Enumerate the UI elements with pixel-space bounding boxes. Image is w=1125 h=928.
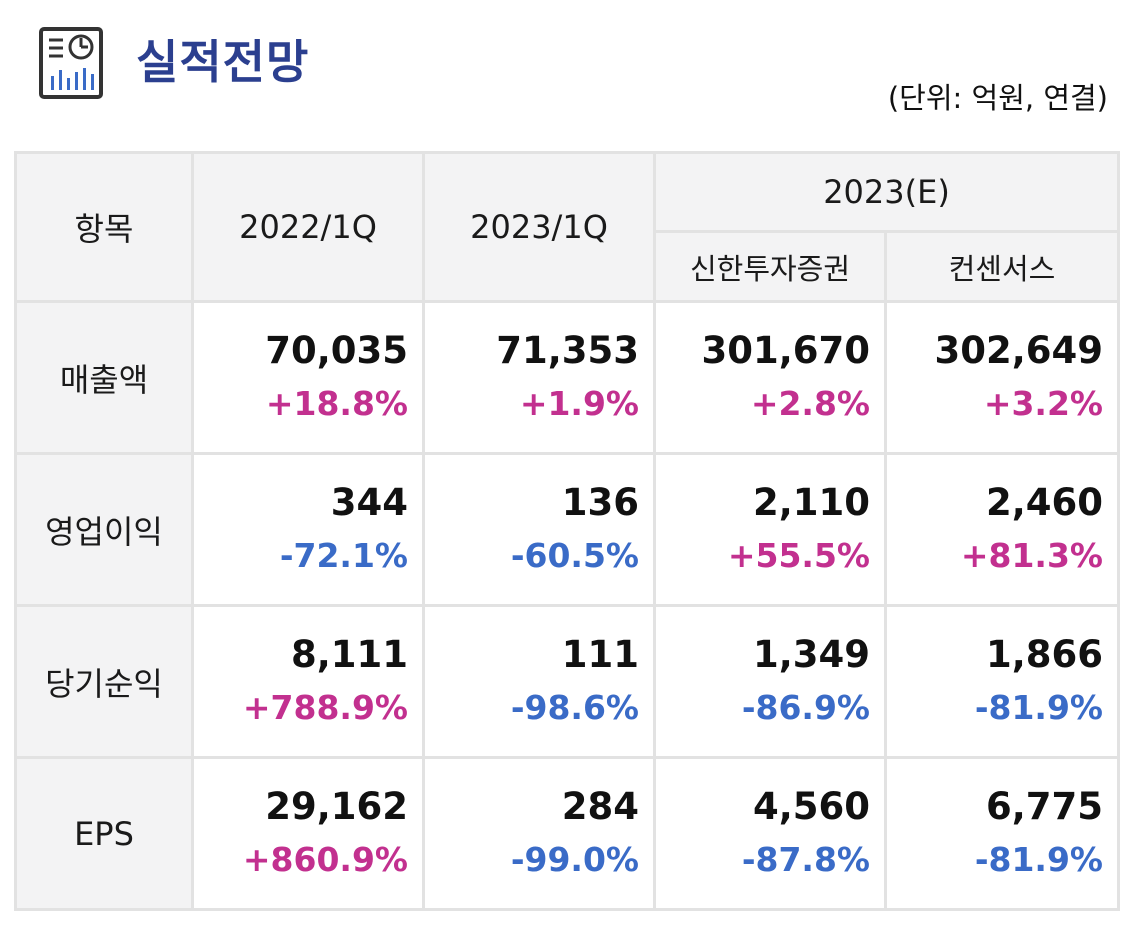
section-header: 실적전망 (단위: 억원, 연결) bbox=[38, 26, 1108, 126]
row-label: EPS bbox=[14, 756, 194, 911]
value-cell: 302,649 +3.2% bbox=[884, 300, 1120, 455]
value: 136 bbox=[561, 481, 639, 524]
value-cell: 2,110 +55.5% bbox=[653, 452, 887, 607]
header-shinhan: 신한투자증권 bbox=[653, 230, 887, 303]
change: -87.8% bbox=[741, 840, 870, 879]
change: +788.9% bbox=[242, 688, 408, 727]
value-cell: 136 -60.5% bbox=[422, 452, 656, 607]
header-consensus: 컨센서스 bbox=[884, 230, 1120, 303]
value: 1,866 bbox=[985, 633, 1103, 676]
change: +18.8% bbox=[265, 384, 408, 423]
report-chart-icon bbox=[38, 26, 106, 102]
earnings-forecast-table: 항목 2022/1Q 2023/1Q 2023(E) 신한투자증권 컨센서스 매… bbox=[14, 151, 1120, 911]
value: 2,460 bbox=[985, 481, 1103, 524]
header-2023-1q: 2023/1Q bbox=[422, 151, 656, 303]
change: +2.8% bbox=[750, 384, 870, 423]
table-row: 영업이익 344 -72.1% 136 -60.5% 2,110 +55.5% 2,4… bbox=[14, 452, 1120, 607]
value: 284 bbox=[561, 785, 639, 828]
value-cell: 344 -72.1% bbox=[191, 452, 425, 607]
row-label: 영업이익 bbox=[14, 452, 194, 607]
change: +1.9% bbox=[519, 384, 639, 423]
page-title: 실적전망 bbox=[136, 35, 310, 89]
value: 111 bbox=[561, 633, 639, 676]
header-item: 항목 bbox=[14, 151, 194, 303]
table-row: 당기순익 8,111 +788.9% 111 -98.6% 1,349 -86.9% … bbox=[14, 604, 1120, 759]
value: 344 bbox=[330, 481, 408, 524]
change: +860.9% bbox=[242, 840, 408, 879]
value: 1,349 bbox=[752, 633, 870, 676]
row-label: 당기순익 bbox=[14, 604, 194, 759]
value: 70,035 bbox=[265, 329, 408, 372]
change: -86.9% bbox=[741, 688, 870, 727]
change: -98.6% bbox=[510, 688, 639, 727]
value: 2,110 bbox=[752, 481, 870, 524]
value-cell: 301,670 +2.8% bbox=[653, 300, 887, 455]
unit-note: (단위: 억원, 연결) bbox=[887, 81, 1108, 115]
change: -81.9% bbox=[974, 688, 1103, 727]
header-2022-1q: 2022/1Q bbox=[191, 151, 425, 303]
header-2023-estimate: 2023(E) bbox=[653, 151, 1120, 233]
table-row: 매출액 70,035 +18.8% 71,353 +1.9% 301,670 +2.8… bbox=[14, 300, 1120, 455]
change: +3.2% bbox=[983, 384, 1103, 423]
value: 4,560 bbox=[752, 785, 870, 828]
value: 8,111 bbox=[290, 633, 408, 676]
value: 301,670 bbox=[701, 329, 870, 372]
change: +81.3% bbox=[960, 536, 1103, 575]
value: 29,162 bbox=[265, 785, 408, 828]
row-label: 매출액 bbox=[14, 300, 194, 455]
value-cell: 71,353 +1.9% bbox=[422, 300, 656, 455]
change: -81.9% bbox=[974, 840, 1103, 879]
value-cell: 70,035 +18.8% bbox=[191, 300, 425, 455]
value-cell: 2,460 +81.3% bbox=[884, 452, 1120, 607]
table-row: EPS 29,162 +860.9% 284 -99.0% 4,560 -87.8% … bbox=[14, 756, 1120, 911]
value-cell: 284 -99.0% bbox=[422, 756, 656, 911]
change: -72.1% bbox=[279, 536, 408, 575]
change: +55.5% bbox=[727, 536, 870, 575]
value-cell: 29,162 +860.9% bbox=[191, 756, 425, 911]
value-cell: 6,775 -81.9% bbox=[884, 756, 1120, 911]
value: 71,353 bbox=[496, 329, 639, 372]
value: 302,649 bbox=[934, 329, 1103, 372]
value-cell: 111 -98.6% bbox=[422, 604, 656, 759]
value-cell: 1,349 -86.9% bbox=[653, 604, 887, 759]
value: 6,775 bbox=[985, 785, 1103, 828]
value-cell: 1,866 -81.9% bbox=[884, 604, 1120, 759]
change: -99.0% bbox=[510, 840, 639, 879]
change: -60.5% bbox=[510, 536, 639, 575]
value-cell: 8,111 +788.9% bbox=[191, 604, 425, 759]
value-cell: 4,560 -87.8% bbox=[653, 756, 887, 911]
